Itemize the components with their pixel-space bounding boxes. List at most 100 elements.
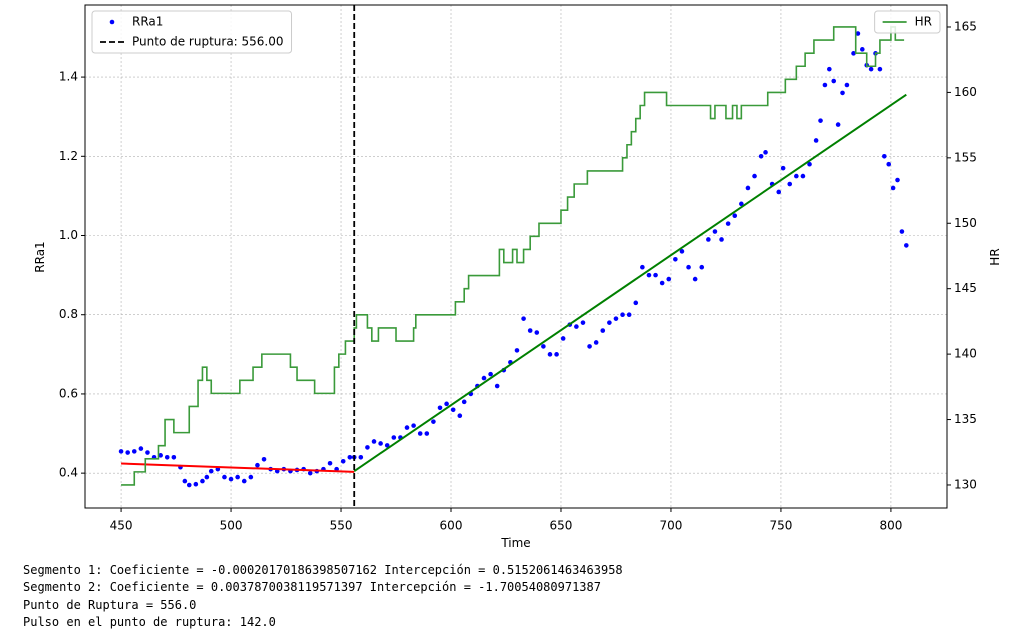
- scatter-point: [794, 173, 799, 179]
- line-series: [353, 93, 907, 472]
- scatter-point: [145, 450, 150, 455]
- scatter-point: [831, 78, 837, 84]
- scatter-point: [620, 312, 625, 318]
- scatter-point: [228, 476, 234, 482]
- y-tick-label: 0.6: [59, 386, 78, 400]
- scatter-point: [763, 150, 768, 155]
- scatter-point: [444, 401, 449, 407]
- scatter-point: [171, 455, 177, 460]
- x-tick-label: 700: [660, 519, 683, 533]
- scatter-point: [807, 161, 812, 167]
- scatter-point: [327, 460, 333, 466]
- scatter-point: [307, 470, 313, 476]
- scatter-point: [118, 449, 124, 454]
- scatter-point: [899, 229, 905, 234]
- scatter-point: [417, 431, 423, 436]
- scatter-point: [745, 185, 751, 191]
- y-axis-label: RRa1: [33, 241, 47, 272]
- x-axis-label: Time: [500, 536, 530, 550]
- scatter-point: [886, 161, 892, 167]
- console-line: Segmento 1: Coeficiente = -0.00020170186…: [23, 563, 623, 577]
- x-tick-label: 500: [220, 519, 243, 533]
- scatter-point: [200, 478, 205, 484]
- y2-tick-label: 160: [954, 85, 977, 99]
- y2-axis-label: HR: [988, 248, 1002, 265]
- legend-label: Punto de ruptura: 556.00: [132, 35, 284, 49]
- scatter-point: [131, 449, 137, 454]
- y2-tick-label: 140: [954, 347, 977, 361]
- scatter-point: [424, 431, 430, 436]
- scatter-point: [593, 340, 599, 345]
- scatter-point: [193, 481, 199, 487]
- scatter-point: [450, 407, 456, 413]
- scatter-point: [653, 272, 658, 278]
- scatter-point: [186, 482, 192, 488]
- scatter-point: [822, 82, 828, 88]
- legend-box: [91, 10, 293, 54]
- scatter-point: [633, 300, 639, 306]
- scatter-point: [574, 324, 579, 329]
- scatter-point: [835, 122, 841, 127]
- scatter-point: [673, 256, 678, 262]
- y-tick-label: 1.0: [59, 228, 78, 242]
- scatter-point: [600, 328, 606, 333]
- scatter-point: [521, 316, 526, 321]
- scatter-point: [739, 201, 744, 207]
- scatter-point: [659, 280, 665, 286]
- scatter-point: [358, 455, 364, 460]
- scatter-point: [527, 328, 533, 333]
- line-series: [121, 462, 355, 473]
- scatter-point: [222, 474, 227, 480]
- scatter-point: [800, 173, 806, 179]
- scatter-point: [813, 138, 819, 143]
- scatter-point: [481, 375, 487, 381]
- x-tick-label: 750: [769, 519, 792, 533]
- scatter-point: [706, 237, 711, 242]
- scatter-point: [855, 31, 861, 36]
- scatter-point: [699, 264, 705, 270]
- scatter-point: [607, 320, 612, 325]
- scatter-point: [712, 229, 718, 234]
- scatter-point: [752, 173, 757, 179]
- scatter-point: [164, 455, 170, 460]
- legend-marker: [109, 19, 115, 25]
- scatter-point: [780, 165, 786, 171]
- scatter-point: [261, 456, 267, 462]
- scatter-point: [818, 118, 823, 123]
- console-line: Segmento 2: Coeficiente = 0.003787003811…: [23, 580, 601, 594]
- scatter-point: [235, 474, 240, 480]
- scatter-point: [215, 466, 221, 472]
- scatter-point: [182, 478, 188, 484]
- scatter-point: [371, 439, 377, 444]
- scatter-point: [340, 458, 346, 464]
- scatter-point: [248, 474, 254, 480]
- y2-tick-label: 165: [954, 19, 977, 33]
- scatter-point: [776, 189, 782, 195]
- scatter-point: [384, 443, 390, 448]
- y2-tick-label: 145: [954, 281, 977, 295]
- scatter-point: [882, 153, 887, 159]
- scatter-point: [534, 330, 540, 335]
- scatter-point: [494, 383, 500, 389]
- scatter-point: [725, 221, 731, 226]
- scatter-point: [547, 352, 553, 357]
- x-tick-label: 600: [440, 519, 463, 533]
- scatter-point: [587, 344, 592, 349]
- scatter-point: [158, 453, 163, 458]
- scatter-point: [840, 90, 845, 96]
- y-tick-label: 0.4: [59, 466, 78, 480]
- scatter-point: [827, 66, 832, 72]
- y2-tick-label: 135: [954, 412, 977, 426]
- scatter-point: [646, 272, 652, 278]
- scatter-point: [488, 371, 493, 377]
- scatter-point: [719, 237, 724, 242]
- y-tick-label: 1.2: [59, 149, 78, 163]
- x-tick-label: 450: [110, 519, 133, 533]
- legend: HR: [874, 10, 941, 34]
- scatter-point: [640, 264, 645, 270]
- scatter-point: [204, 474, 210, 480]
- x-tick-label: 550: [330, 519, 353, 533]
- scatter-point: [461, 399, 467, 405]
